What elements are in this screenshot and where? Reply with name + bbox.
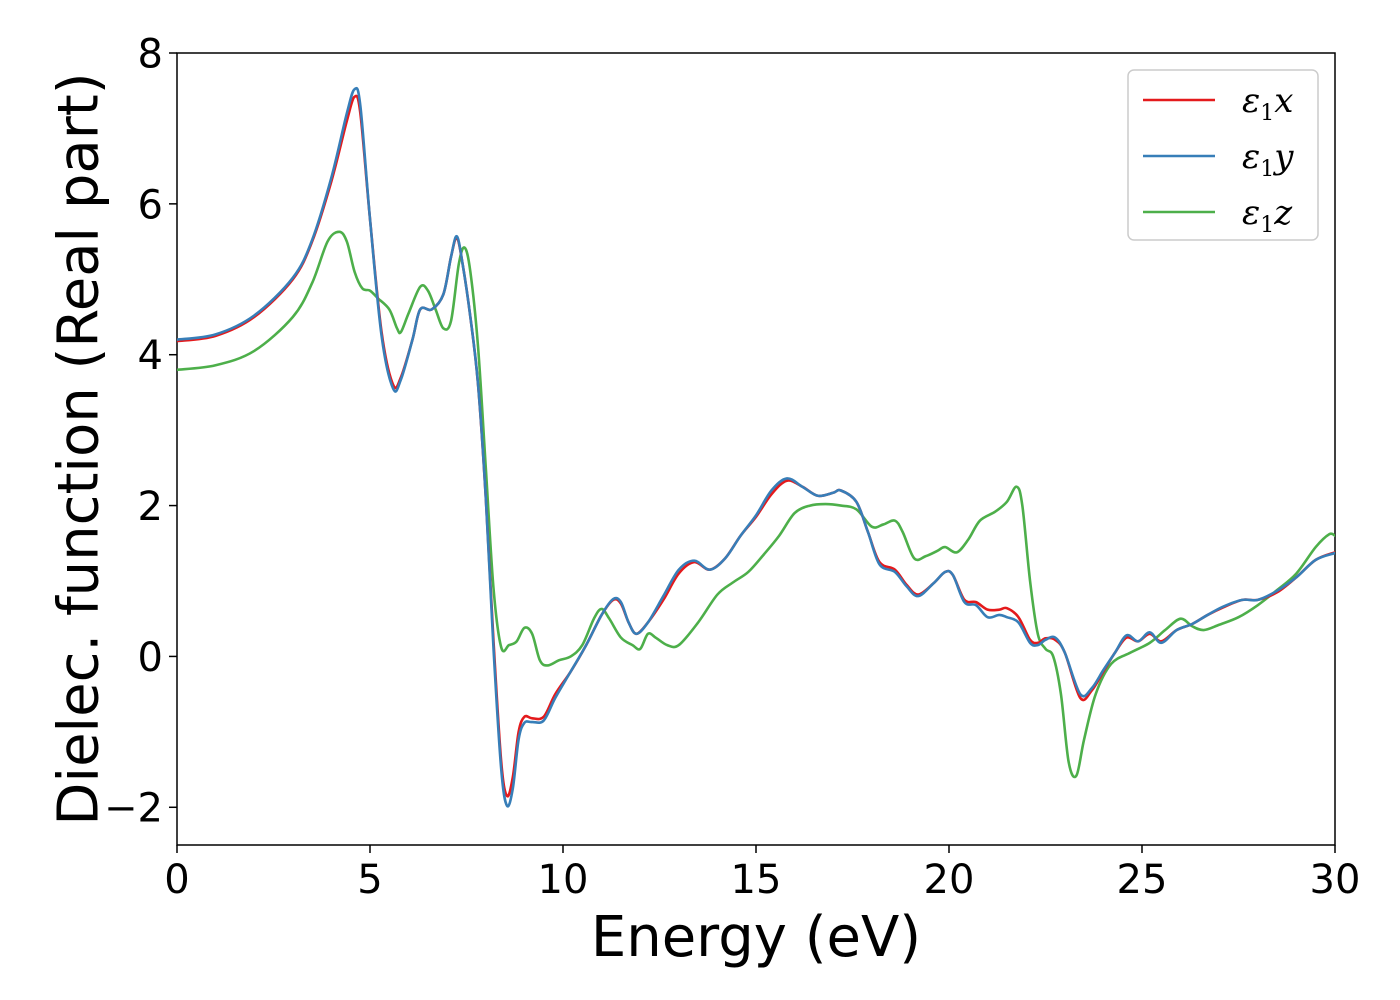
x-tick-label: 15 (731, 857, 782, 903)
series-line-eps1y (177, 86, 1335, 808)
legend-label: ε1y (1242, 137, 1294, 182)
y-tick-label: −2 (104, 786, 163, 832)
y-tick-label: 8 (138, 31, 163, 77)
legend: ε1x ε1y ε1z (1127, 69, 1319, 241)
legend-box (1127, 69, 1319, 241)
legend-label: ε1x (1242, 81, 1293, 126)
x-tick-label: 5 (357, 857, 382, 903)
y-tick-label: 4 (138, 333, 163, 379)
series-line-eps1z (177, 230, 1335, 779)
series-lines (177, 86, 1335, 808)
x-axis-title: Energy (eV) (591, 905, 921, 970)
x-tick-label: 10 (538, 857, 589, 903)
y-tick-label: 0 (138, 635, 163, 681)
x-tick-label: 25 (1117, 857, 1168, 903)
x-tick-label: 20 (924, 857, 975, 903)
x-tick-label: 0 (164, 857, 189, 903)
legend-label: ε1z (1242, 193, 1293, 238)
x-tick-label: 30 (1310, 857, 1361, 903)
y-tick-label: 6 (138, 182, 163, 228)
y-axis-title: Dielec. function (Real part) (47, 72, 112, 825)
y-tick-label: 2 (138, 484, 163, 530)
